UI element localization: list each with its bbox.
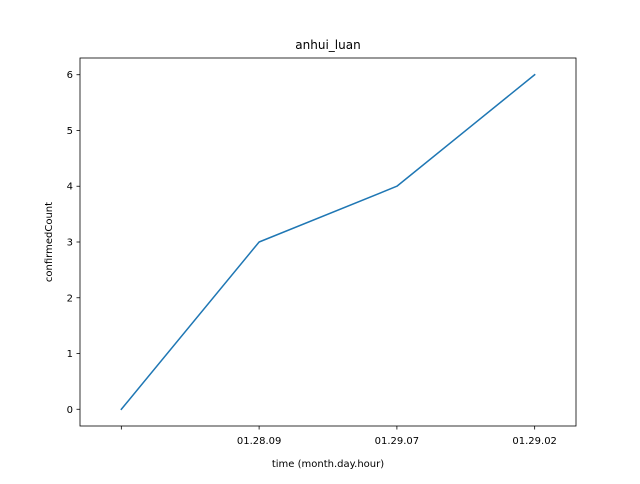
y-tick-label: 1 (67, 349, 73, 360)
x-tick-label: 01.28.09 (237, 436, 282, 447)
series-line-0 (120, 73, 536, 411)
y-axis-label: confirmedCount (44, 202, 55, 282)
plot-area: 01.28.09 01.29.07 01.29.02 0 1 2 3 4 5 6 (67, 57, 577, 447)
y-tick-label: 5 (67, 126, 73, 137)
y-tick-label: 4 (67, 182, 73, 193)
x-tick-label: 01.29.07 (375, 436, 420, 447)
chart-title: anhui_luan (295, 38, 360, 52)
y-tick-label: 3 (67, 238, 73, 249)
y-tick-label: 2 (67, 293, 73, 304)
y-tick-label: 6 (67, 70, 73, 81)
x-tick-label: 01.29.02 (512, 436, 557, 447)
x-axis-label: time (month.day.hour) (272, 459, 384, 470)
y-tick-label: 0 (67, 405, 73, 416)
axes-frame (79, 57, 577, 427)
